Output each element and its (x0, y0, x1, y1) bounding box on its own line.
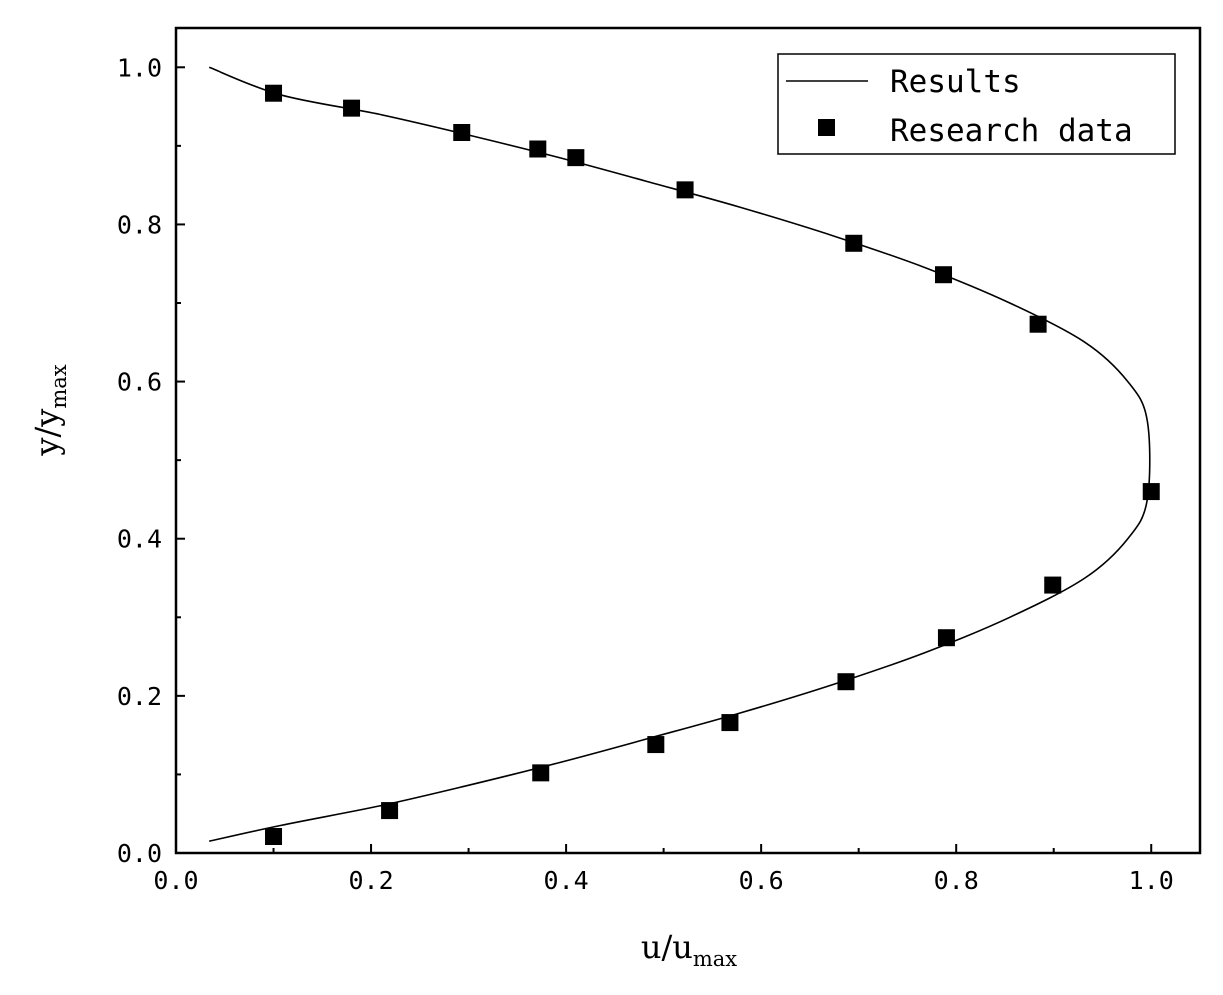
research-data-point (453, 124, 471, 141)
x-axis-title-main: u/u (641, 928, 693, 966)
x-tick-label: 1.0 (1129, 866, 1174, 895)
x-axis: 0.0 0.2 0.4 0.6 0.8 1.0 (153, 844, 1174, 895)
research-data-point (343, 99, 361, 117)
plot-frame (174, 26, 1202, 855)
research-data-point (265, 828, 283, 845)
y-axis-title-sub: max (47, 364, 71, 408)
y-tick-label: 0.6 (117, 368, 162, 397)
research-data-point (1142, 483, 1160, 501)
x-axis-title: u/umax (641, 928, 737, 971)
research-data-point (1029, 315, 1047, 333)
y-tick-label: 0.4 (117, 525, 162, 554)
legend: Results Research data (777, 53, 1176, 155)
results-line (208, 66, 1151, 842)
x-tick-label: 0.4 (544, 866, 589, 895)
x-axis-title-sub: max (693, 947, 737, 971)
research-data-point (721, 714, 739, 732)
research-data-point (381, 802, 399, 820)
x-tick-label: 0.0 (153, 866, 198, 895)
y-tick-label: 0.8 (117, 210, 162, 239)
research-data-point (265, 84, 283, 102)
research-data-point (676, 181, 694, 199)
x-tick-label: 0.6 (739, 866, 784, 895)
x-tick-label: 0.8 (934, 866, 979, 895)
y-axis-title: y/ymax (28, 364, 71, 456)
research-data-point (937, 629, 955, 647)
series-layer (208, 66, 1160, 845)
y-axis: 0.0 0.2 0.4 0.6 0.8 1.0 (117, 53, 185, 868)
research-data-point (532, 764, 550, 782)
legend-research-label: Research data (890, 113, 1133, 149)
research-data-point (567, 149, 585, 167)
research-data-point (647, 736, 665, 754)
research-data-point (529, 140, 547, 158)
research-data-point (1044, 576, 1062, 594)
y-tick-label: 1.0 (117, 53, 162, 82)
y-tick-label: 0.0 (117, 839, 162, 868)
research-data-point (837, 673, 855, 691)
legend-box (777, 53, 1176, 155)
research-data-point (935, 266, 953, 284)
legend-results-label: Results (890, 64, 1021, 100)
y-tick-label: 0.2 (117, 682, 162, 711)
x-tick-label: 0.2 (348, 866, 393, 895)
legend-research-marker (818, 119, 835, 136)
y-axis-title-main: y/y (28, 409, 66, 457)
research-data-point (845, 234, 863, 252)
